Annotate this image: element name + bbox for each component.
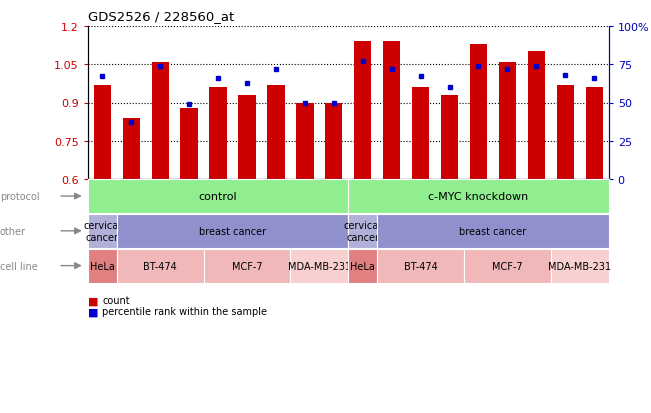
Text: GSM136097: GSM136097 — [127, 183, 136, 237]
Text: BT-474: BT-474 — [404, 261, 437, 271]
Text: GSM136080: GSM136080 — [416, 183, 425, 237]
Bar — [238, 95, 256, 180]
Text: control: control — [199, 192, 238, 202]
Text: HeLa: HeLa — [90, 261, 115, 271]
Text: GSM136091: GSM136091 — [329, 183, 339, 237]
Text: cervical
cancer: cervical cancer — [83, 221, 121, 242]
Bar — [210, 88, 227, 180]
Text: GSM136090: GSM136090 — [561, 183, 570, 237]
Text: ■: ■ — [88, 296, 98, 306]
Bar — [585, 88, 603, 180]
Text: HeLa: HeLa — [350, 261, 375, 271]
Text: c-MYC knockdown: c-MYC knockdown — [428, 192, 529, 202]
Bar — [296, 103, 314, 180]
Text: MCF-7: MCF-7 — [492, 261, 523, 271]
Text: MDA-MB-231: MDA-MB-231 — [548, 261, 611, 271]
Text: GSM136085: GSM136085 — [243, 183, 251, 237]
Text: GDS2526 / 228560_at: GDS2526 / 228560_at — [88, 10, 234, 23]
Text: GSM136086: GSM136086 — [503, 183, 512, 237]
Bar — [528, 52, 545, 180]
Bar — [470, 45, 487, 180]
Bar — [557, 85, 574, 180]
Text: GSM136084: GSM136084 — [474, 183, 483, 237]
Text: MDA-MB-231: MDA-MB-231 — [288, 261, 351, 271]
Bar — [268, 85, 284, 180]
Bar — [441, 95, 458, 180]
Bar — [94, 85, 111, 180]
Text: GSM136089: GSM136089 — [300, 183, 309, 237]
Text: GSM136087: GSM136087 — [271, 183, 281, 237]
Text: percentile rank within the sample: percentile rank within the sample — [102, 306, 267, 316]
Text: MCF-7: MCF-7 — [232, 261, 262, 271]
Text: GSM136096: GSM136096 — [358, 183, 367, 237]
Bar — [325, 103, 342, 180]
Text: protocol: protocol — [0, 192, 40, 202]
Text: GSM136083: GSM136083 — [214, 183, 223, 237]
Bar — [499, 62, 516, 180]
Text: cell line: cell line — [0, 261, 38, 271]
Bar — [412, 88, 429, 180]
Text: breast cancer: breast cancer — [199, 226, 266, 236]
Text: GSM136081: GSM136081 — [185, 183, 193, 237]
Text: GSM136098: GSM136098 — [387, 183, 396, 237]
Text: other: other — [0, 226, 26, 236]
Text: GSM136082: GSM136082 — [445, 183, 454, 237]
Text: cervical
cancer: cervical cancer — [344, 221, 381, 242]
Bar — [383, 42, 400, 180]
Text: GSM136095: GSM136095 — [98, 183, 107, 237]
Text: GSM136079: GSM136079 — [156, 183, 165, 237]
Bar — [354, 42, 372, 180]
Text: GSM136092: GSM136092 — [590, 183, 599, 237]
Text: breast cancer: breast cancer — [460, 226, 527, 236]
Bar — [122, 119, 140, 180]
Text: GSM136088: GSM136088 — [532, 183, 541, 237]
Text: ■: ■ — [88, 306, 98, 316]
Bar — [152, 62, 169, 180]
Text: BT-474: BT-474 — [143, 261, 177, 271]
Bar — [180, 108, 198, 180]
Text: count: count — [102, 296, 130, 306]
